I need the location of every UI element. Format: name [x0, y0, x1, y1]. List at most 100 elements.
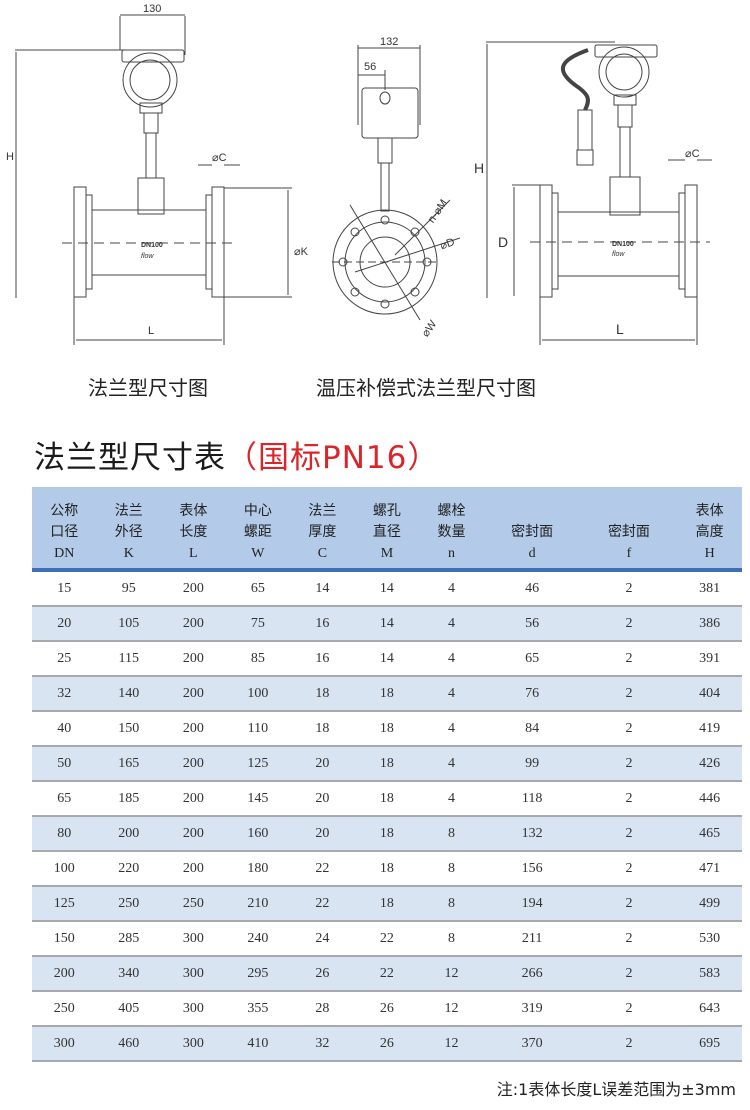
table-cell: 140 [96, 676, 162, 712]
comp-flange-label: ⌀C [685, 148, 700, 160]
table-row: 100 220 200 180 22 18 8 156 2 471 [32, 851, 742, 887]
comp-height-label: H [474, 160, 484, 176]
table-cell: 530 [677, 921, 742, 957]
table-cell: 300 [161, 1026, 226, 1062]
transmitter-head [122, 52, 178, 108]
dimension-drawings: 130 H DN100 flow ⌀C ⌀K L 132 56 n-⌀M ⌀D … [6, 3, 712, 345]
column-header: 螺栓 数量 n [419, 487, 484, 572]
table-cell: 2 [580, 991, 678, 1027]
table-cell: 2 [580, 851, 678, 887]
table-cell: 220 [96, 851, 162, 887]
table-cell: 381 [677, 570, 742, 607]
header-l2: 厚度 [308, 524, 337, 540]
compensated-type-drawing: H DN100 flow D ⌀C L [474, 41, 712, 345]
caption-flange: 法兰型尺寸图 [88, 376, 208, 400]
column-header: 中心 螺距 W [225, 487, 291, 572]
header-sym: DN [54, 546, 75, 561]
table-cell: 499 [677, 886, 742, 922]
table-cell: 240 [225, 921, 291, 957]
table-title-main: 法兰型尺寸表 [34, 440, 226, 476]
table-cell: 28 [290, 991, 355, 1027]
table-cell: 2 [580, 711, 678, 747]
header-l1: 中心 [243, 503, 272, 519]
header-l2: 密封面 [511, 524, 554, 540]
table-cell: 105 [96, 606, 162, 642]
table-row: 25 115 200 85 16 14 4 65 2 391 [32, 641, 742, 677]
table-cell: 99 [483, 746, 581, 782]
table-row: 300 460 300 410 32 26 12 370 2 695 [32, 1026, 742, 1062]
table-cell: 56 [483, 606, 581, 642]
header-l1: 表体 [179, 503, 208, 519]
table-cell: 250 [32, 991, 97, 1027]
header-sym: K [123, 546, 134, 561]
table-cell: 65 [32, 781, 97, 817]
height-dim-label: H [6, 151, 14, 163]
table-cell: 405 [96, 991, 162, 1027]
table-cell: 100 [32, 851, 97, 887]
table-cell: 583 [677, 956, 742, 992]
table-cell: 110 [225, 711, 291, 747]
table-cell: 118 [483, 781, 581, 817]
table-cell: 20 [290, 781, 355, 817]
header-l1: 螺栓 [437, 503, 466, 519]
table-cell: 2 [580, 641, 678, 677]
table-cell: 200 [161, 781, 226, 817]
table-cell: 18 [354, 781, 420, 817]
table-row: 50 165 200 125 20 18 4 99 2 426 [32, 746, 742, 782]
table-cell: 18 [354, 851, 420, 887]
flow-label: flow [141, 253, 154, 260]
table-row: 80 200 200 160 20 18 8 132 2 465 [32, 816, 742, 852]
column-header: 表体 高度 H [677, 487, 742, 572]
footnote: 注:1表体长度L误差范围为±3mm [496, 1080, 736, 1099]
table-cell: 200 [161, 746, 226, 782]
column-header: 螺孔 直径 M [354, 487, 420, 572]
holes-label: n-⌀M [426, 197, 451, 225]
table-cell: 426 [677, 746, 742, 782]
header-l2: 口径 [50, 524, 79, 540]
flange-thickness-label: ⌀C [212, 152, 227, 164]
table-cell: 12 [419, 1026, 484, 1062]
table-cell: 8 [419, 851, 484, 887]
table-cell: 250 [161, 886, 226, 922]
header-l2: 数量 [437, 524, 466, 540]
table-cell: 125 [32, 886, 97, 922]
table-cell: 4 [419, 641, 484, 677]
header-sym: W [251, 546, 265, 561]
table-cell: 2 [580, 921, 678, 957]
table-cell: 300 [32, 1026, 97, 1062]
table-cell: 22 [354, 956, 420, 992]
table-cell: 22 [290, 851, 355, 887]
table-cell: 46 [483, 570, 581, 607]
table-cell: 76 [483, 676, 581, 712]
table-cell: 2 [580, 816, 678, 852]
table-cell: 20 [290, 746, 355, 782]
table-cell: 80 [32, 816, 97, 852]
table-cell: 20 [32, 606, 97, 642]
table-cell: 22 [354, 921, 420, 957]
table-cell: 211 [483, 921, 581, 957]
table-cell: 300 [161, 921, 226, 957]
table-cell: 200 [161, 851, 226, 887]
table-cell: 370 [483, 1026, 581, 1062]
header-sym: H [704, 546, 715, 561]
table-cell: 16 [290, 641, 355, 677]
table-cell: 26 [354, 1026, 420, 1062]
table-row: 125 250 250 210 22 18 8 194 2 499 [32, 886, 742, 922]
table-cell: 15 [32, 570, 97, 607]
table-cell: 250 [96, 886, 162, 922]
header-l2: 密封面 [607, 524, 650, 540]
table-cell: 125 [225, 746, 291, 782]
table-row: 200 340 300 295 26 22 12 266 2 583 [32, 956, 742, 992]
table-cell: 200 [161, 711, 226, 747]
side-width-label: 132 [380, 36, 398, 48]
table-row: 20 105 200 75 16 14 4 56 2 386 [32, 606, 742, 642]
table-cell: 465 [677, 816, 742, 852]
header-l1: 公称 [50, 503, 79, 519]
offset-label: 56 [364, 61, 376, 73]
header-sym: L [189, 546, 198, 561]
table-cell: 18 [354, 711, 420, 747]
table-cell: 14 [354, 641, 420, 677]
table-cell: 446 [677, 781, 742, 817]
table-cell: 100 [225, 676, 291, 712]
table-cell: 2 [580, 956, 678, 992]
